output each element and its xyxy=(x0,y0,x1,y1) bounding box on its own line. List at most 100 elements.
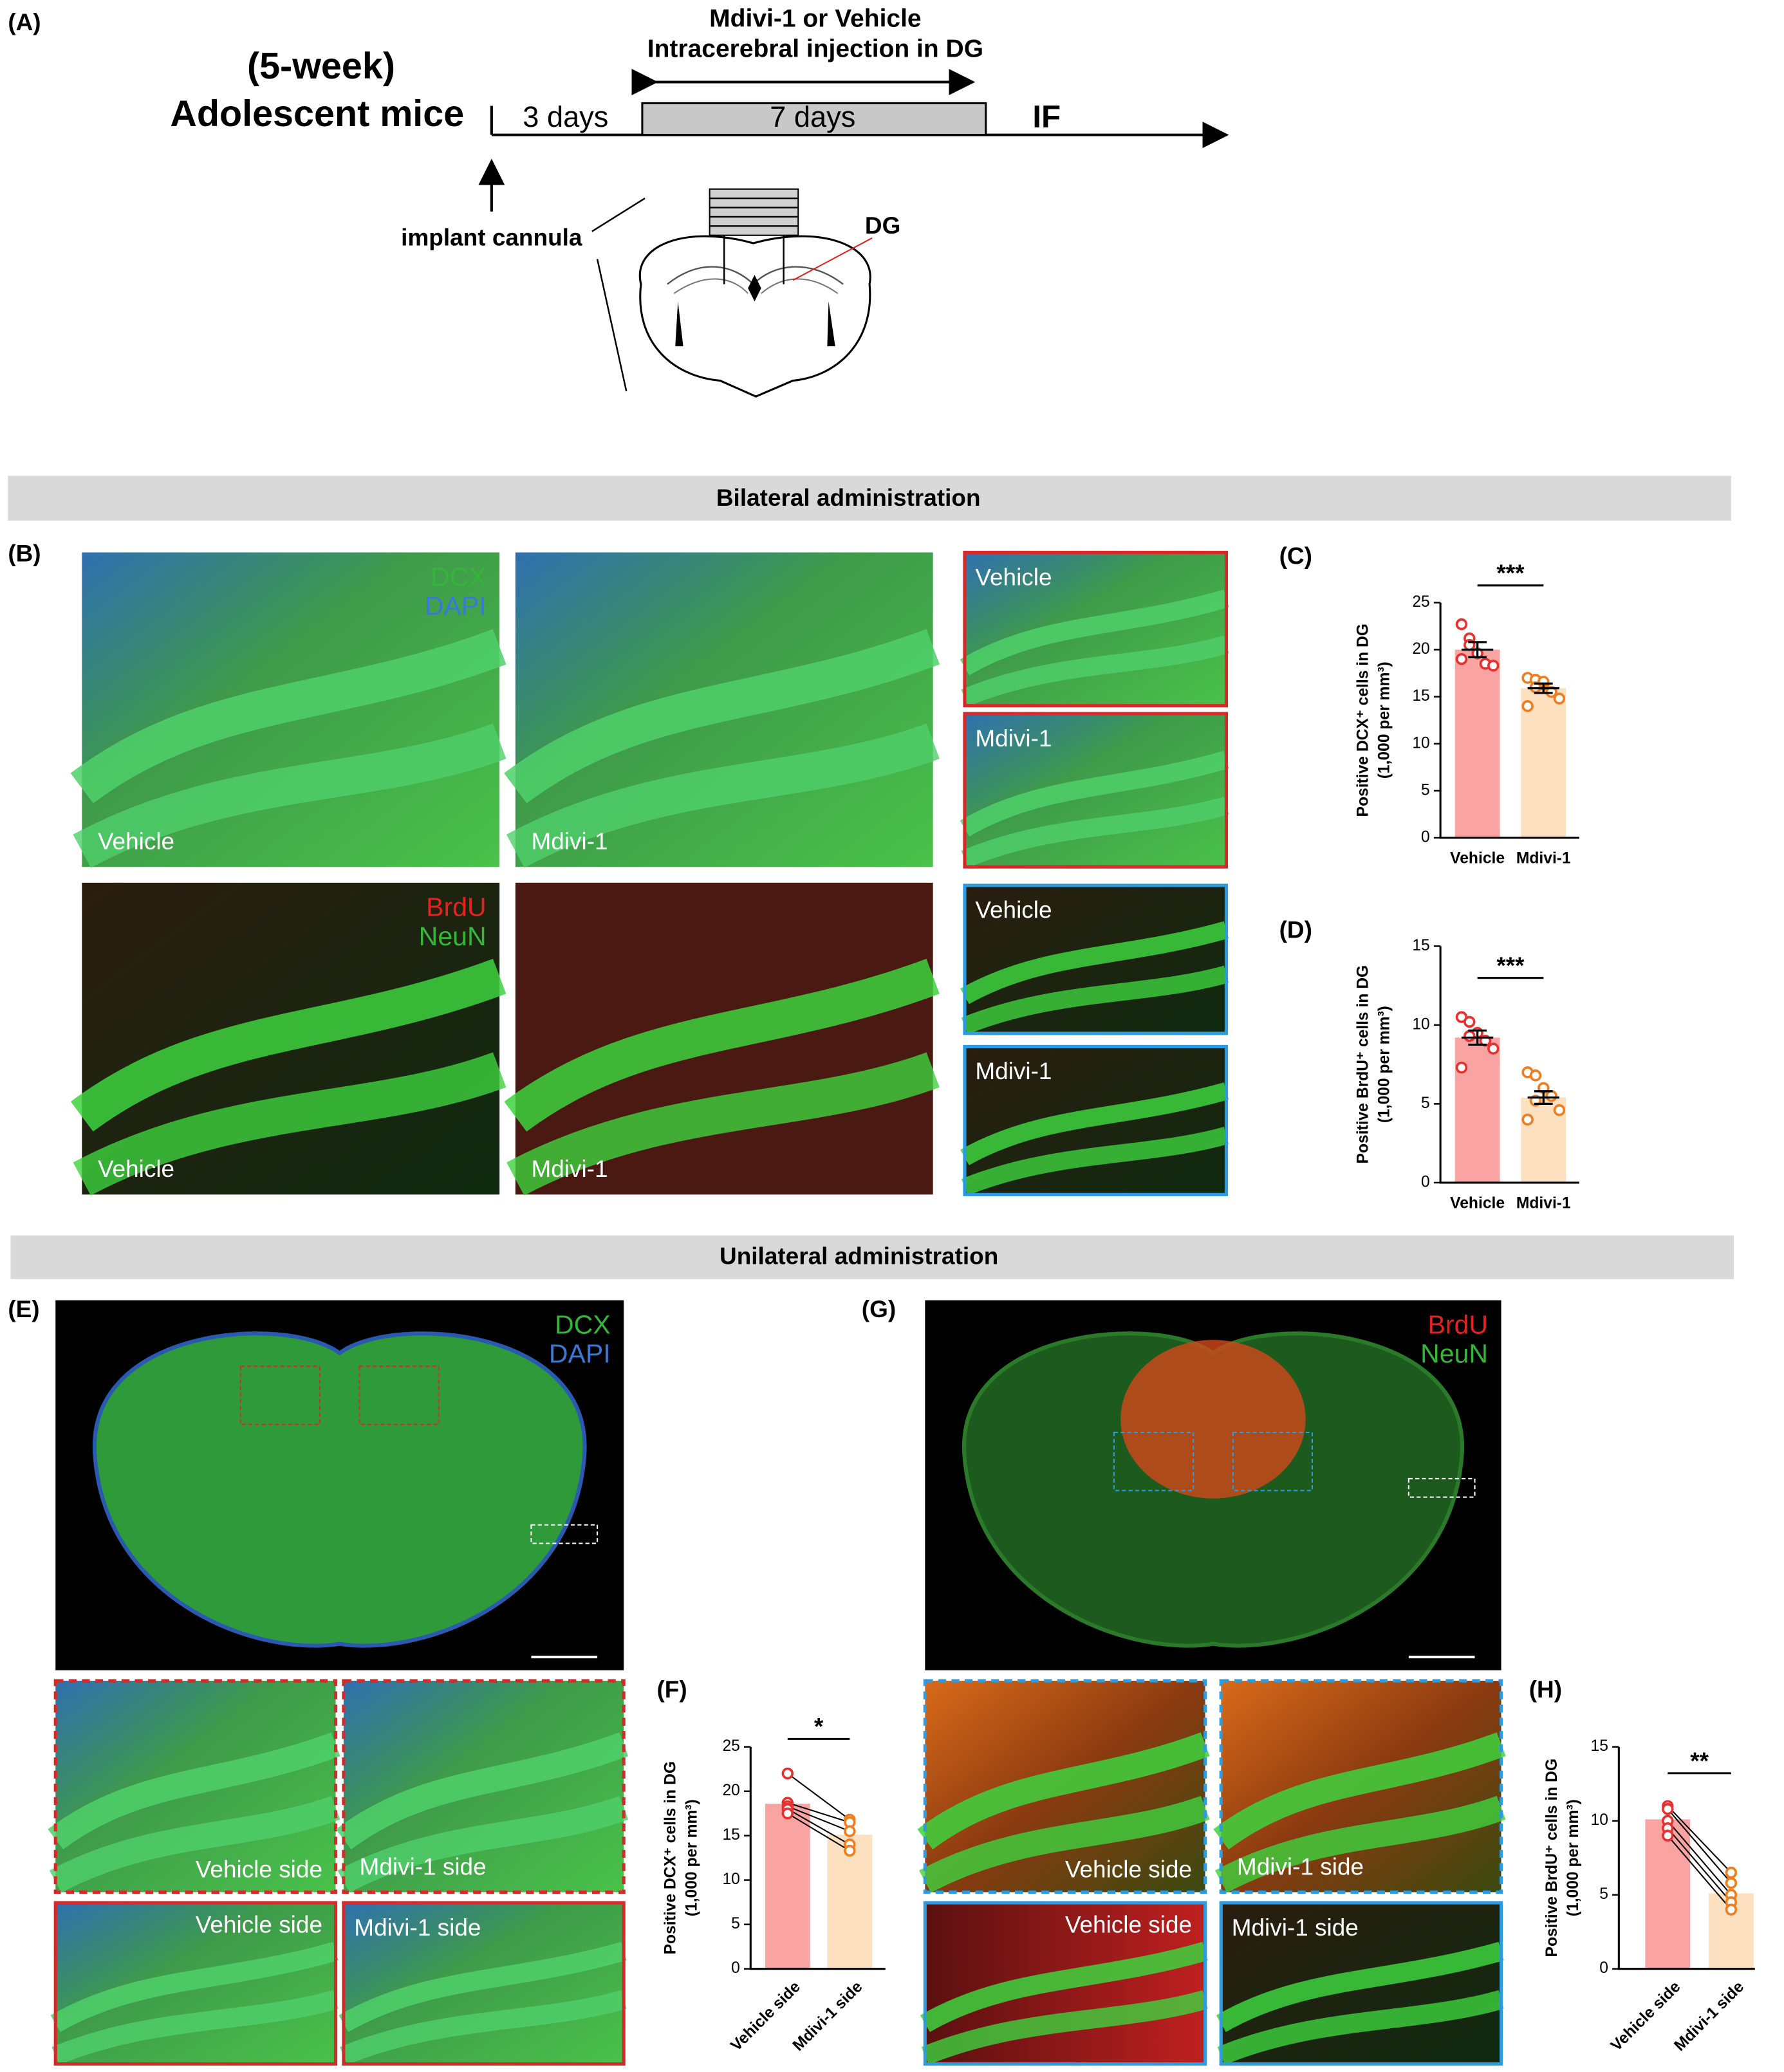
condition-label: Vehicle side xyxy=(196,1912,322,1938)
y-tick-label: 15 xyxy=(1412,937,1429,954)
cell-layer xyxy=(506,1052,940,1196)
condition-label: Vehicle xyxy=(98,1156,174,1182)
cannula-lines xyxy=(709,197,799,284)
data-point xyxy=(844,1844,856,1857)
y-axis-label: Positive DCX⁺ cells in DG xyxy=(662,1761,680,1954)
data-point xyxy=(1725,1903,1738,1916)
y-tick-label: 10 xyxy=(1412,734,1429,752)
frame xyxy=(923,1679,1207,1894)
data-point xyxy=(1553,1104,1566,1116)
bar xyxy=(1454,649,1500,838)
roi xyxy=(530,1524,599,1544)
endpoint: IF xyxy=(1032,99,1061,134)
y-tick-label: 10 xyxy=(722,1871,739,1888)
axis xyxy=(749,1746,886,1970)
data-point xyxy=(1463,1030,1476,1042)
stain-label: DCX xyxy=(431,562,487,591)
condition-label: Mdivi-1 xyxy=(531,1156,608,1182)
data-point xyxy=(1455,1061,1468,1074)
treatment: Mdivi-1 or Vehicle xyxy=(709,5,921,32)
stain-label: DAPI xyxy=(549,1339,611,1369)
significance: *** xyxy=(1496,952,1525,979)
panel-label: (C) xyxy=(1279,542,1312,569)
x-tick-label: Vehicle xyxy=(1450,1194,1505,1212)
dg-pointer xyxy=(792,237,873,281)
cannula xyxy=(709,188,799,236)
roi xyxy=(358,1365,440,1425)
y-tick-label: 20 xyxy=(1412,640,1429,658)
frame xyxy=(963,712,1229,869)
cell-layer xyxy=(51,1990,339,2065)
cell-layer xyxy=(918,1795,1210,1893)
y-axis-label: (1,000 per mm³) xyxy=(1375,1006,1393,1123)
y-axis-label: Positive DCX⁺ cells in DG xyxy=(1355,624,1372,817)
frame xyxy=(342,1679,626,1894)
y-tick-label: 15 xyxy=(1412,687,1429,705)
y-tick-label: 0 xyxy=(731,1959,740,1977)
data-point xyxy=(1455,652,1468,665)
stain-label: NeuN xyxy=(1420,1339,1488,1369)
cell-layer xyxy=(960,589,1229,676)
stain-label: BrdU xyxy=(1428,1310,1489,1340)
x-tick-label: Mdivi-1 xyxy=(1516,1194,1571,1212)
micrograph xyxy=(55,1300,624,1670)
subject: Adolescent mice xyxy=(170,93,464,134)
frame xyxy=(1219,1901,1503,2066)
roi xyxy=(1408,1477,1476,1498)
pair-line xyxy=(1667,1827,1732,1903)
data-point xyxy=(1725,1866,1738,1879)
data-point xyxy=(1545,1089,1557,1102)
cell-layer xyxy=(506,723,940,868)
y-tick-label: 5 xyxy=(731,1915,740,1932)
condition-label: Vehicle xyxy=(98,828,174,855)
section-title: Bilateral administration xyxy=(716,485,981,511)
significance: *** xyxy=(1496,560,1525,586)
y-tick-label: 0 xyxy=(1421,829,1430,846)
condition-label: Vehicle xyxy=(975,564,1052,590)
route: Intracerebral injection in DG xyxy=(647,35,983,63)
roi xyxy=(239,1365,321,1425)
significance: * xyxy=(814,1714,824,1740)
age: (5-week) xyxy=(247,46,395,87)
y-axis-label: (1,000 per mm³) xyxy=(683,1799,700,1916)
brain-section xyxy=(92,1331,587,1648)
roi xyxy=(1113,1431,1194,1492)
cell-layer xyxy=(960,921,1229,1004)
axis xyxy=(1439,946,1579,1184)
data-point xyxy=(1487,1042,1500,1055)
data-point xyxy=(1521,700,1534,712)
pair-line xyxy=(1667,1835,1732,1910)
cell-layer xyxy=(961,635,1229,707)
ventricle xyxy=(675,275,835,347)
micrograph xyxy=(504,882,940,1196)
x-tick-label: Mdivi-1 xyxy=(1516,849,1571,867)
stain-label: DAPI xyxy=(425,591,487,621)
condition-label: Mdivi-1 side xyxy=(354,1914,481,1941)
stain-label: DCX xyxy=(555,1310,611,1340)
micrograph xyxy=(960,1044,1229,1196)
frame xyxy=(342,1901,626,2066)
data-point xyxy=(1662,1803,1674,1815)
y-tick-label: 0 xyxy=(1421,1173,1430,1190)
panel-label: (A) xyxy=(8,9,41,35)
micrograph xyxy=(339,1901,627,2066)
y-tick-label: 10 xyxy=(1412,1015,1429,1033)
condition-label: Vehicle side xyxy=(1065,1856,1192,1882)
section-bar xyxy=(10,1235,1734,1279)
cell-layer xyxy=(917,1732,1210,1850)
chart: 0 5 10 15 20 25 Vehicle Mdivi-1 Positive DCX⁺ ce… xyxy=(1355,560,1579,867)
cell-layer xyxy=(73,1052,506,1196)
cell-layer xyxy=(960,750,1229,837)
micrograph xyxy=(1216,1901,1504,2066)
stain-label: BrdU xyxy=(426,893,487,922)
axis xyxy=(1617,1746,1755,1970)
y-tick-label: 15 xyxy=(722,1826,739,1844)
bar xyxy=(1521,688,1566,838)
frame xyxy=(963,1044,1229,1196)
condition-label: Mdivi-1 side xyxy=(1237,1853,1364,1880)
y-tick-label: 20 xyxy=(722,1782,739,1799)
panel-label: (F) xyxy=(657,1676,687,1703)
y-tick-label: 10 xyxy=(1591,1811,1608,1829)
condition-label: Vehicle side xyxy=(1065,1912,1192,1938)
